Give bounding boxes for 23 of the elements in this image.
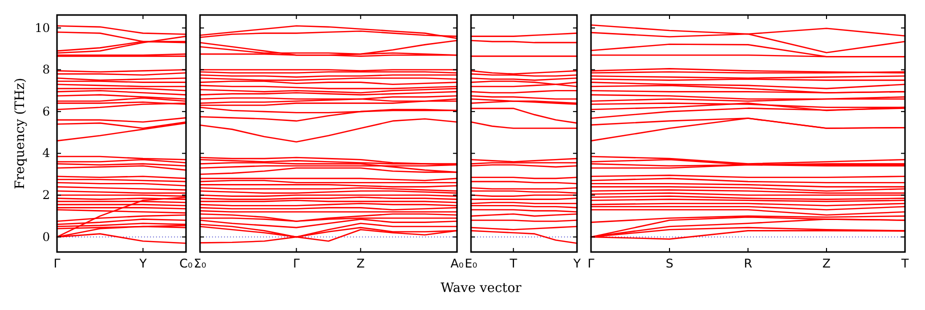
x-tick-label: Z: [822, 256, 831, 271]
x-tick-label: T: [900, 256, 910, 271]
y-tick-label: 8: [42, 62, 50, 77]
x-tick-label: T: [508, 256, 518, 271]
x-tick-label: Γ: [293, 256, 300, 271]
x-tick-label: Y: [138, 256, 148, 271]
y-tick-label: 2: [42, 188, 50, 202]
x-tick-label: R: [744, 256, 752, 271]
x-tick-label: Σ₀: [194, 256, 206, 271]
y-tick-label: 6: [42, 104, 50, 118]
x-tick-label: S: [666, 256, 674, 271]
x-tick-label: Γ: [54, 256, 61, 271]
x-axis-title: Wave vector: [440, 281, 522, 296]
x-tick-label: Z: [356, 256, 365, 271]
x-tick-label: C₀: [179, 256, 193, 271]
x-tick-label: Y: [572, 256, 582, 271]
x-tick-label: Γ: [588, 256, 595, 271]
y-axis-title: Frequency (THz): [13, 78, 28, 190]
y-tick-label: 10: [34, 20, 50, 35]
x-tick-label: A₀: [450, 256, 464, 271]
y-tick-label: 0: [42, 230, 50, 244]
x-tick-label: E₀: [464, 256, 478, 271]
y-tick-label: 4: [42, 146, 50, 160]
